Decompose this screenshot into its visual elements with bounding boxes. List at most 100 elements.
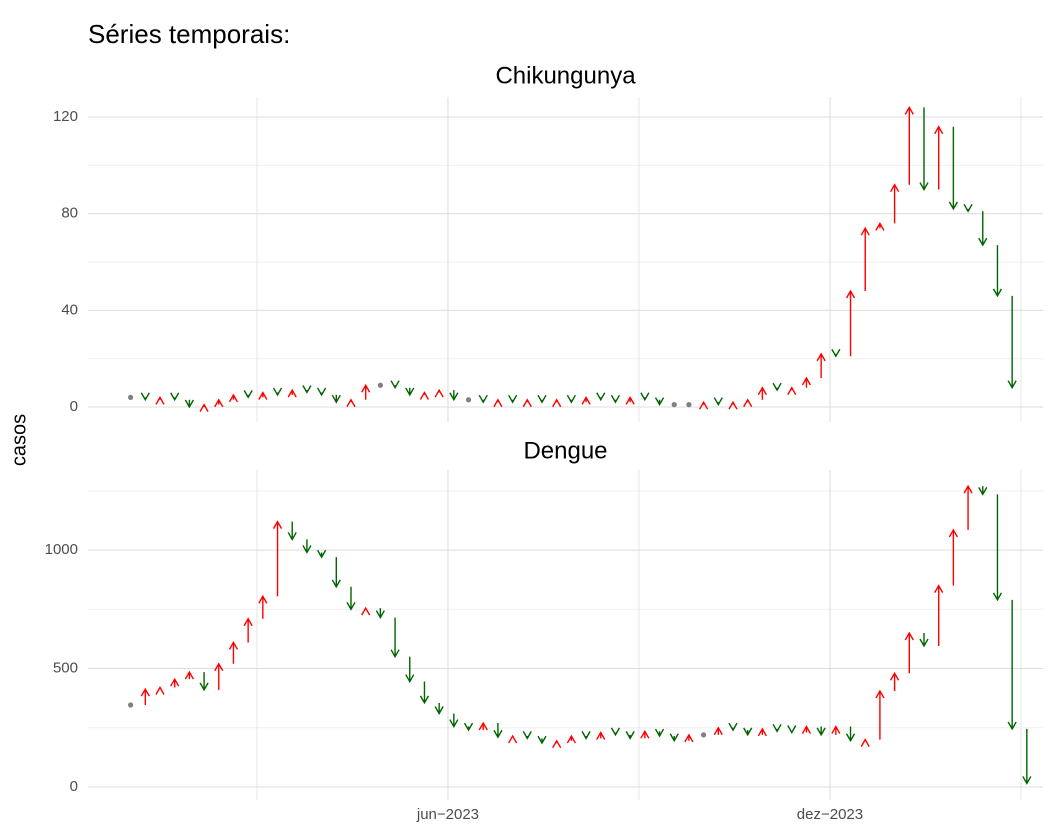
arrow bbox=[1007, 599, 1017, 731]
arrow bbox=[890, 671, 900, 692]
arrow bbox=[552, 739, 562, 749]
arrow bbox=[228, 393, 239, 403]
arrow bbox=[890, 183, 900, 224]
arrow bbox=[1007, 295, 1017, 390]
arrow bbox=[610, 394, 621, 404]
y-tick-label: 0 bbox=[70, 778, 78, 795]
arrow bbox=[948, 126, 958, 211]
arrow bbox=[155, 395, 165, 405]
arrow bbox=[390, 617, 400, 659]
arrow bbox=[508, 734, 518, 744]
arrow bbox=[361, 606, 371, 616]
arrow bbox=[757, 727, 767, 737]
arrow bbox=[875, 689, 885, 740]
arrow bbox=[963, 484, 973, 530]
arrow bbox=[816, 352, 826, 379]
arrow bbox=[816, 726, 826, 737]
arrow bbox=[537, 394, 547, 404]
arrow bbox=[743, 727, 753, 737]
x-tick-label: dez−2023 bbox=[797, 806, 863, 823]
arrow bbox=[302, 539, 312, 554]
arrow bbox=[992, 245, 1003, 298]
y-tick-label: 40 bbox=[61, 301, 78, 318]
arrow bbox=[831, 348, 841, 358]
arrow bbox=[581, 395, 591, 405]
arrow bbox=[493, 398, 503, 408]
point bbox=[671, 402, 677, 408]
arrow bbox=[434, 702, 444, 715]
arrow bbox=[596, 392, 606, 402]
arrow bbox=[346, 586, 356, 611]
arrow bbox=[317, 387, 327, 397]
arrow bbox=[845, 726, 856, 743]
arrow bbox=[434, 388, 444, 398]
arrow bbox=[522, 398, 532, 408]
arrow bbox=[728, 722, 738, 732]
y-tick-label: 120 bbox=[53, 108, 78, 125]
arrow bbox=[992, 494, 1003, 602]
arrow bbox=[713, 397, 723, 407]
arrow bbox=[331, 557, 341, 589]
arrow bbox=[302, 385, 312, 394]
arrow bbox=[390, 380, 400, 390]
arrow bbox=[449, 713, 459, 728]
arrow bbox=[258, 594, 268, 619]
arrow bbox=[493, 723, 503, 739]
arrow bbox=[419, 681, 430, 705]
arrow bbox=[596, 731, 606, 740]
point bbox=[377, 382, 383, 388]
arrow bbox=[948, 528, 958, 586]
arrow bbox=[478, 721, 488, 731]
arrow bbox=[640, 392, 650, 402]
arrow bbox=[566, 734, 576, 744]
arrow bbox=[287, 388, 297, 398]
arrow bbox=[258, 391, 268, 400]
arrow bbox=[963, 203, 973, 213]
arrow bbox=[625, 731, 635, 740]
arrow bbox=[214, 662, 224, 690]
arrow bbox=[699, 400, 709, 410]
arrow bbox=[919, 632, 929, 648]
y-tick-label: 0 bbox=[70, 398, 78, 415]
arrow bbox=[934, 125, 944, 190]
arrow bbox=[610, 727, 621, 737]
point bbox=[128, 394, 134, 400]
arrow bbox=[728, 400, 738, 410]
arrow bbox=[904, 631, 914, 674]
arrow bbox=[478, 394, 488, 404]
facet-title: Chikungunya bbox=[495, 62, 636, 89]
x-tick-label: jun−2023 bbox=[416, 806, 479, 823]
arrow bbox=[860, 738, 870, 747]
arrow bbox=[581, 731, 591, 740]
arrow bbox=[214, 398, 224, 408]
arrow bbox=[566, 394, 576, 404]
arrow bbox=[243, 390, 253, 399]
arrow bbox=[684, 733, 694, 743]
arrow bbox=[743, 398, 753, 408]
page-title: Séries temporais: bbox=[88, 19, 290, 49]
arrow bbox=[787, 386, 797, 396]
arrow bbox=[243, 617, 253, 643]
arrow bbox=[772, 723, 782, 733]
y-tick-label: 80 bbox=[61, 205, 78, 222]
arrow bbox=[199, 403, 209, 412]
point bbox=[465, 397, 472, 403]
arrow bbox=[287, 521, 297, 541]
arrow bbox=[331, 394, 341, 404]
arrow bbox=[228, 641, 239, 664]
y-tick-label: 1000 bbox=[45, 541, 78, 558]
arrow bbox=[640, 729, 650, 739]
arrow bbox=[199, 672, 209, 692]
arrow bbox=[140, 687, 150, 706]
arrow bbox=[522, 731, 532, 740]
arrow bbox=[669, 733, 679, 743]
arrow bbox=[463, 722, 474, 732]
point bbox=[701, 732, 707, 738]
arrow bbox=[904, 105, 914, 185]
arrow bbox=[170, 392, 180, 402]
arrow bbox=[184, 399, 194, 409]
arrow bbox=[155, 686, 165, 695]
arrow bbox=[537, 735, 547, 745]
arrow bbox=[860, 226, 870, 292]
